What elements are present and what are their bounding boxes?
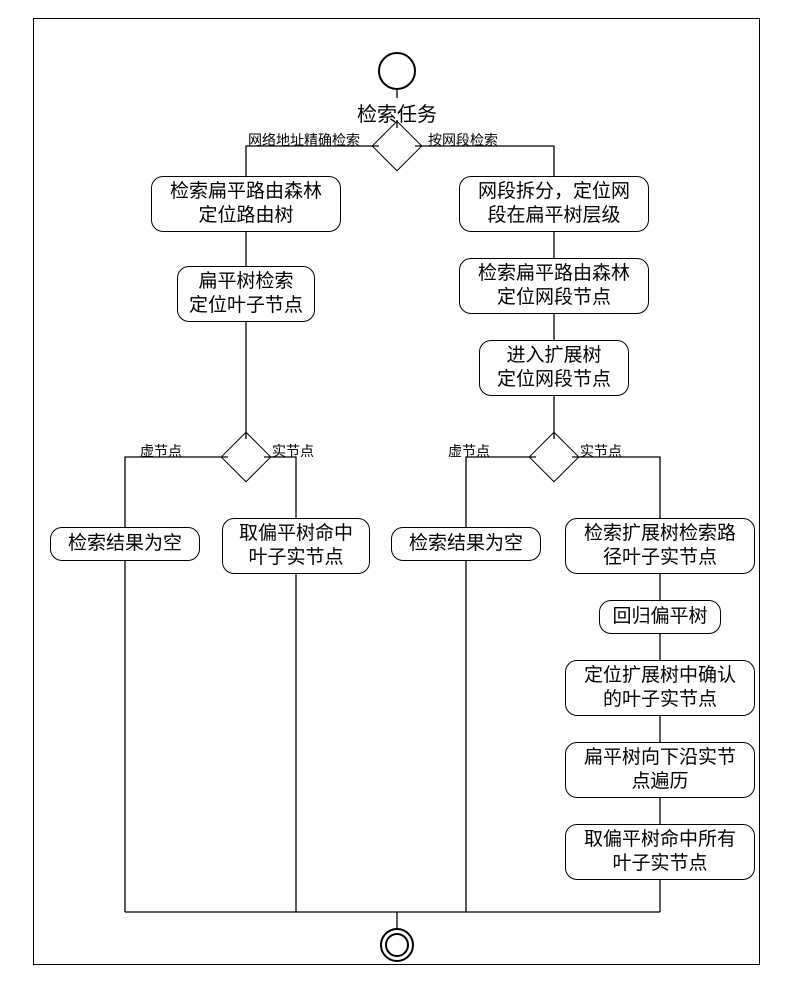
right-r5: 取偏平树命中所有 叶子实节点 xyxy=(565,824,755,880)
edge-label-right-virtual: 虚节点 xyxy=(448,441,490,461)
end-node xyxy=(380,928,414,962)
edge-label-right-real: 实节点 xyxy=(580,441,622,461)
left-n2-l2: 定位叶子节点 xyxy=(189,294,303,318)
flowchart-page: 检索任务 网络地址精确检索 按网段检索 检索扁平路由森林 定位路由树 扁平树检索… xyxy=(0,0,793,1000)
right-r2-text: 回归偏平树 xyxy=(612,605,707,629)
right-n1-l1: 网段拆分，定位网 xyxy=(478,180,630,204)
right-r4-l2: 点遍历 xyxy=(631,770,688,794)
right-n3-l2: 定位网段节点 xyxy=(497,368,611,392)
right-n2: 检索扁平路由森林 定位网段节点 xyxy=(459,258,649,314)
right-virtual-text: 检索结果为空 xyxy=(409,532,523,556)
right-r4: 扁平树向下沿实节 点遍历 xyxy=(565,742,755,798)
left-n1: 检索扁平路由森林 定位路由树 xyxy=(151,176,341,232)
right-r1: 检索扩展树检索路 径叶子实节点 xyxy=(565,518,755,574)
right-n2-l1: 检索扁平路由森林 xyxy=(478,262,630,286)
right-r1-l2: 径叶子实节点 xyxy=(603,546,717,570)
right-n3-l1: 进入扩展树 xyxy=(506,344,601,368)
left-n2-l1: 扁平树检索 xyxy=(198,270,293,294)
edge-label-left-real: 实节点 xyxy=(272,441,314,461)
right-n2-l2: 定位网段节点 xyxy=(497,286,611,310)
right-r1-l1: 检索扩展树检索路 xyxy=(584,522,736,546)
right-n3: 进入扩展树 定位网段节点 xyxy=(479,340,629,396)
edge-label-right-top: 按网段检索 xyxy=(428,130,498,150)
right-virtual-result: 检索结果为空 xyxy=(391,527,541,561)
right-r2: 回归偏平树 xyxy=(599,600,721,634)
right-r3: 定位扩展树中确认 的叶子实节点 xyxy=(565,660,755,716)
left-virtual-text: 检索结果为空 xyxy=(68,532,182,556)
left-n1-l1: 检索扁平路由森林 xyxy=(170,180,322,204)
left-real-l2: 叶子实节点 xyxy=(248,546,343,570)
right-r3-l2: 的叶子实节点 xyxy=(603,688,717,712)
left-real-l1: 取偏平树命中 xyxy=(239,522,353,546)
right-r3-l1: 定位扩展树中确认 xyxy=(584,664,736,688)
left-virtual-result: 检索结果为空 xyxy=(50,527,200,561)
right-r5-l2: 叶子实节点 xyxy=(612,852,707,876)
left-n2: 扁平树检索 定位叶子节点 xyxy=(177,266,315,322)
left-real-result: 取偏平树命中 叶子实节点 xyxy=(222,518,370,574)
start-node xyxy=(378,52,416,90)
right-n1: 网段拆分，定位网 段在扁平树层级 xyxy=(459,176,649,232)
right-r5-l1: 取偏平树命中所有 xyxy=(584,828,736,852)
right-r4-l1: 扁平树向下沿实节 xyxy=(584,746,736,770)
left-n1-l2: 定位路由树 xyxy=(198,204,293,228)
edge-label-left-top: 网络地址精确检索 xyxy=(248,130,360,150)
edge-label-left-virtual: 虚节点 xyxy=(140,441,182,461)
right-n1-l2: 段在扁平树层级 xyxy=(487,204,620,228)
